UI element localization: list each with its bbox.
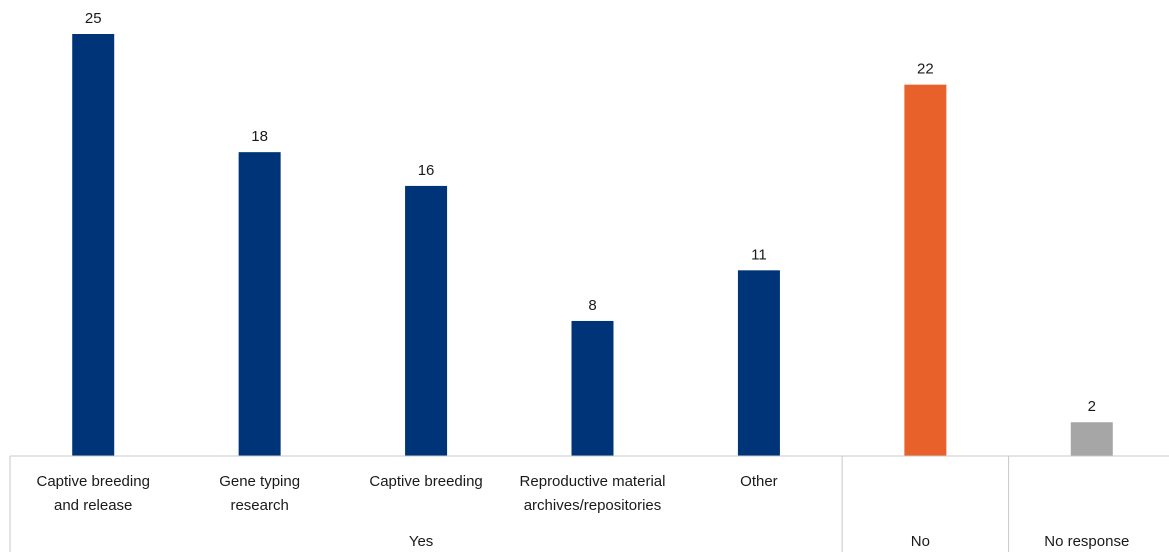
value-label-5: 22	[917, 61, 934, 78]
category-label-4-line-0: Other	[740, 473, 778, 490]
bar-0	[72, 34, 115, 456]
category-label-1-line-0: Gene typing	[219, 473, 300, 490]
group-label-0: Yes	[409, 533, 433, 550]
category-label-0-line-1: and release	[54, 497, 132, 514]
value-label-0: 25	[85, 10, 102, 27]
bar-5	[904, 84, 947, 456]
bar-3	[571, 320, 614, 456]
category-label-1-line-1: research	[230, 497, 288, 514]
value-label-2: 16	[418, 162, 435, 179]
bar-1	[238, 152, 281, 456]
bar-2	[405, 185, 448, 457]
value-label-3: 8	[588, 297, 596, 314]
category-axis-table: Captive breeding and release Gene typing re…	[9, 455, 1169, 552]
category-label-3-line-1: archives/repositories	[524, 497, 662, 514]
category-label-2-line-0: Captive breeding	[369, 473, 482, 490]
category-label-0-line-0: Captive breeding	[37, 473, 150, 490]
group-label-2: No response	[1044, 533, 1129, 550]
value-label-1: 18	[251, 128, 268, 145]
group-label-1: No	[911, 533, 930, 550]
value-label-6: 2	[1088, 398, 1096, 415]
bar-4	[737, 270, 780, 456]
category-label-3-line-0: Reproductive material	[520, 473, 666, 490]
value-label-4: 11	[751, 246, 767, 263]
bar-6	[1070, 422, 1113, 456]
